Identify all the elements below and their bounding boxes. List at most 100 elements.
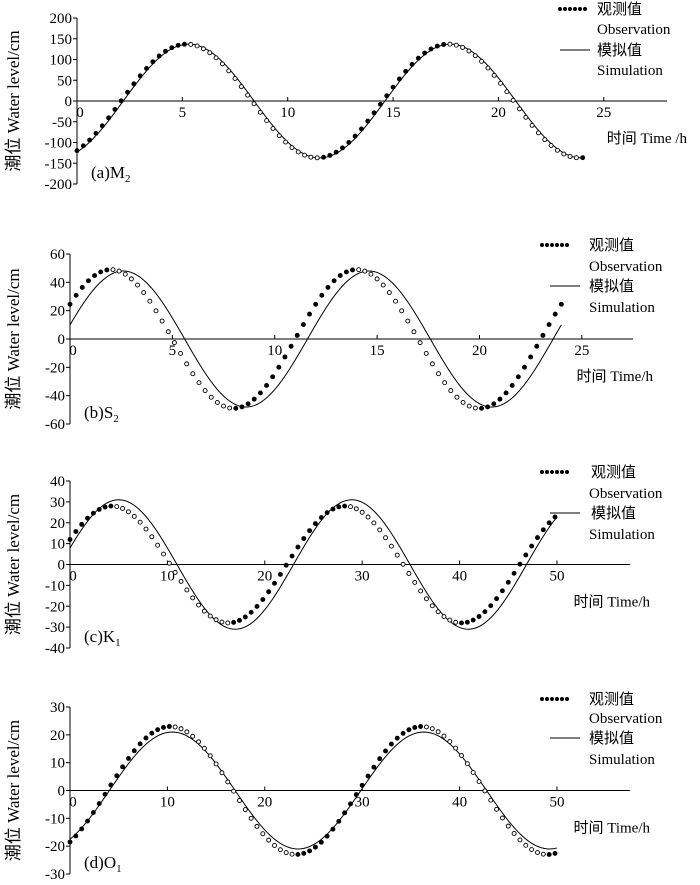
observation-point xyxy=(73,833,79,839)
legend-simulation-en: Simulation xyxy=(589,527,655,543)
observation-point xyxy=(417,340,423,346)
y-axis-title: 潮位 Water level/cm xyxy=(4,30,23,171)
y-tick-label: 40 xyxy=(50,275,65,291)
observation-point xyxy=(552,311,558,317)
observation-point xyxy=(511,570,517,576)
legend-dot xyxy=(555,470,559,474)
observation-point xyxy=(260,831,266,837)
observation-point xyxy=(295,544,301,550)
y-axis-title: 潮位 Water level/cm xyxy=(4,720,23,861)
observation-point xyxy=(482,788,488,794)
observation-point xyxy=(356,267,362,273)
observation-point xyxy=(352,133,358,139)
observation-point xyxy=(384,93,390,99)
observation-point xyxy=(159,318,165,324)
observation-point xyxy=(264,383,269,388)
observation-point xyxy=(331,278,337,284)
x-tick-label: 5 xyxy=(179,105,187,121)
legend: 观测值 Observation 模拟值 Simulation xyxy=(540,691,663,768)
panel-label-main: (d)O xyxy=(84,853,116,872)
observation-point xyxy=(412,579,418,585)
y-tick-label: -20 xyxy=(45,839,65,855)
observation-point xyxy=(161,724,166,730)
x-tick-label: 10 xyxy=(280,105,295,121)
observation-point xyxy=(147,298,153,304)
observation-point xyxy=(488,797,494,803)
observation-point xyxy=(239,404,245,410)
x-tick-label: 30 xyxy=(355,795,370,811)
observation-point xyxy=(301,850,307,856)
observation-point xyxy=(342,503,348,509)
legend-dot xyxy=(555,697,559,701)
observation-point xyxy=(428,46,434,52)
observation-point xyxy=(149,730,155,736)
observation-point xyxy=(497,396,503,402)
observation-point xyxy=(184,587,190,593)
observation-point xyxy=(466,403,472,409)
legend-observation-marker xyxy=(540,243,569,247)
panel-label-sub: 2 xyxy=(113,413,119,425)
observation-point xyxy=(436,371,441,377)
observation-point xyxy=(307,528,313,534)
y-tick-label: -30 xyxy=(45,620,65,636)
y-tick-label: 30 xyxy=(50,700,65,716)
x-tick-label: 25 xyxy=(574,343,589,359)
observation-point xyxy=(135,282,141,288)
observation-point xyxy=(184,361,190,367)
observation-series xyxy=(67,267,564,411)
panel-label-sub: 2 xyxy=(125,173,131,185)
observation-point xyxy=(546,520,552,526)
observation-point xyxy=(405,318,411,324)
observation-point xyxy=(359,509,365,515)
observation-point xyxy=(257,390,263,396)
observation-point xyxy=(371,110,377,116)
observation-point xyxy=(429,726,435,732)
observation-point xyxy=(394,735,400,741)
y-tick-label: 20 xyxy=(50,304,65,320)
observation-point xyxy=(453,42,459,48)
observation-point xyxy=(96,801,102,807)
observation-point xyxy=(336,504,342,510)
observation-point xyxy=(248,815,254,821)
panel-label-main: (a)M xyxy=(91,163,125,182)
observation-point xyxy=(289,553,295,559)
observation-point xyxy=(464,619,470,625)
observation-point xyxy=(96,506,102,512)
observation-point xyxy=(190,595,196,601)
observation-point xyxy=(112,106,118,112)
observation-point xyxy=(472,53,478,59)
observation-point xyxy=(464,761,470,767)
observation-point xyxy=(390,84,396,90)
observation-point xyxy=(424,596,429,602)
observation-point xyxy=(517,837,523,843)
observation-point xyxy=(447,617,453,623)
observation-point xyxy=(214,399,220,405)
panel-label-sub: 1 xyxy=(116,863,122,875)
legend-dot xyxy=(550,243,554,247)
observation-point xyxy=(219,619,225,625)
y-tick-label: -50 xyxy=(52,115,72,131)
observation-point xyxy=(141,290,147,295)
observation-point xyxy=(201,608,207,614)
observation-point xyxy=(523,114,529,120)
observation-point xyxy=(470,617,476,623)
observation-point xyxy=(314,155,320,161)
y-tick-label: -10 xyxy=(45,811,65,827)
observation-point xyxy=(509,383,515,388)
observation-point xyxy=(424,724,429,730)
y-tick-label: -40 xyxy=(45,389,65,405)
observation-point xyxy=(567,154,573,159)
observation-point xyxy=(196,602,202,608)
legend-observation-en: Observation xyxy=(589,486,663,502)
observation-point xyxy=(374,276,380,282)
simulation-line xyxy=(69,731,558,850)
observation-point xyxy=(74,148,80,154)
observation-point xyxy=(386,290,392,295)
y-tick-label: 20 xyxy=(50,728,65,744)
observation-point xyxy=(561,151,567,157)
observation-point xyxy=(257,109,263,115)
observation-point xyxy=(400,730,406,736)
observation-point xyxy=(188,41,194,47)
